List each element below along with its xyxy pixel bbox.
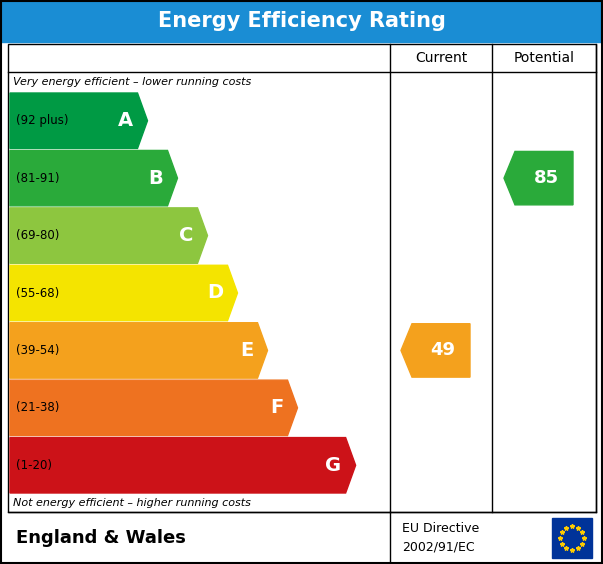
Text: EU Directive
2002/91/EC: EU Directive 2002/91/EC xyxy=(402,522,479,553)
Text: England & Wales: England & Wales xyxy=(16,529,186,547)
Text: (21-38): (21-38) xyxy=(16,402,59,415)
Text: 85: 85 xyxy=(534,169,558,187)
Text: Potential: Potential xyxy=(514,51,575,65)
Polygon shape xyxy=(10,208,207,263)
Polygon shape xyxy=(10,93,148,148)
Polygon shape xyxy=(401,324,470,377)
Text: Not energy efficient – higher running costs: Not energy efficient – higher running co… xyxy=(13,498,251,508)
Text: (55-68): (55-68) xyxy=(16,287,59,299)
Text: E: E xyxy=(240,341,253,360)
Text: F: F xyxy=(270,398,283,417)
Polygon shape xyxy=(10,323,268,378)
Bar xyxy=(8,44,596,512)
Text: G: G xyxy=(326,456,342,475)
Text: Energy Efficiency Rating: Energy Efficiency Rating xyxy=(157,11,446,31)
Polygon shape xyxy=(10,438,356,493)
Text: Current: Current xyxy=(415,51,467,65)
Text: A: A xyxy=(118,111,133,130)
Bar xyxy=(552,518,592,558)
Polygon shape xyxy=(504,151,573,205)
Polygon shape xyxy=(10,265,238,321)
Text: (81-91): (81-91) xyxy=(16,171,60,184)
Text: B: B xyxy=(149,169,163,188)
Polygon shape xyxy=(10,380,297,435)
Text: C: C xyxy=(179,226,194,245)
Bar xyxy=(0,0,603,42)
Text: (92 plus): (92 plus) xyxy=(16,114,69,127)
Text: (69-80): (69-80) xyxy=(16,229,59,242)
Text: 49: 49 xyxy=(431,341,455,359)
Text: Very energy efficient – lower running costs: Very energy efficient – lower running co… xyxy=(13,77,251,87)
Text: (39-54): (39-54) xyxy=(16,344,59,357)
Text: D: D xyxy=(207,284,224,302)
Polygon shape xyxy=(10,151,177,206)
Text: (1-20): (1-20) xyxy=(16,459,52,472)
